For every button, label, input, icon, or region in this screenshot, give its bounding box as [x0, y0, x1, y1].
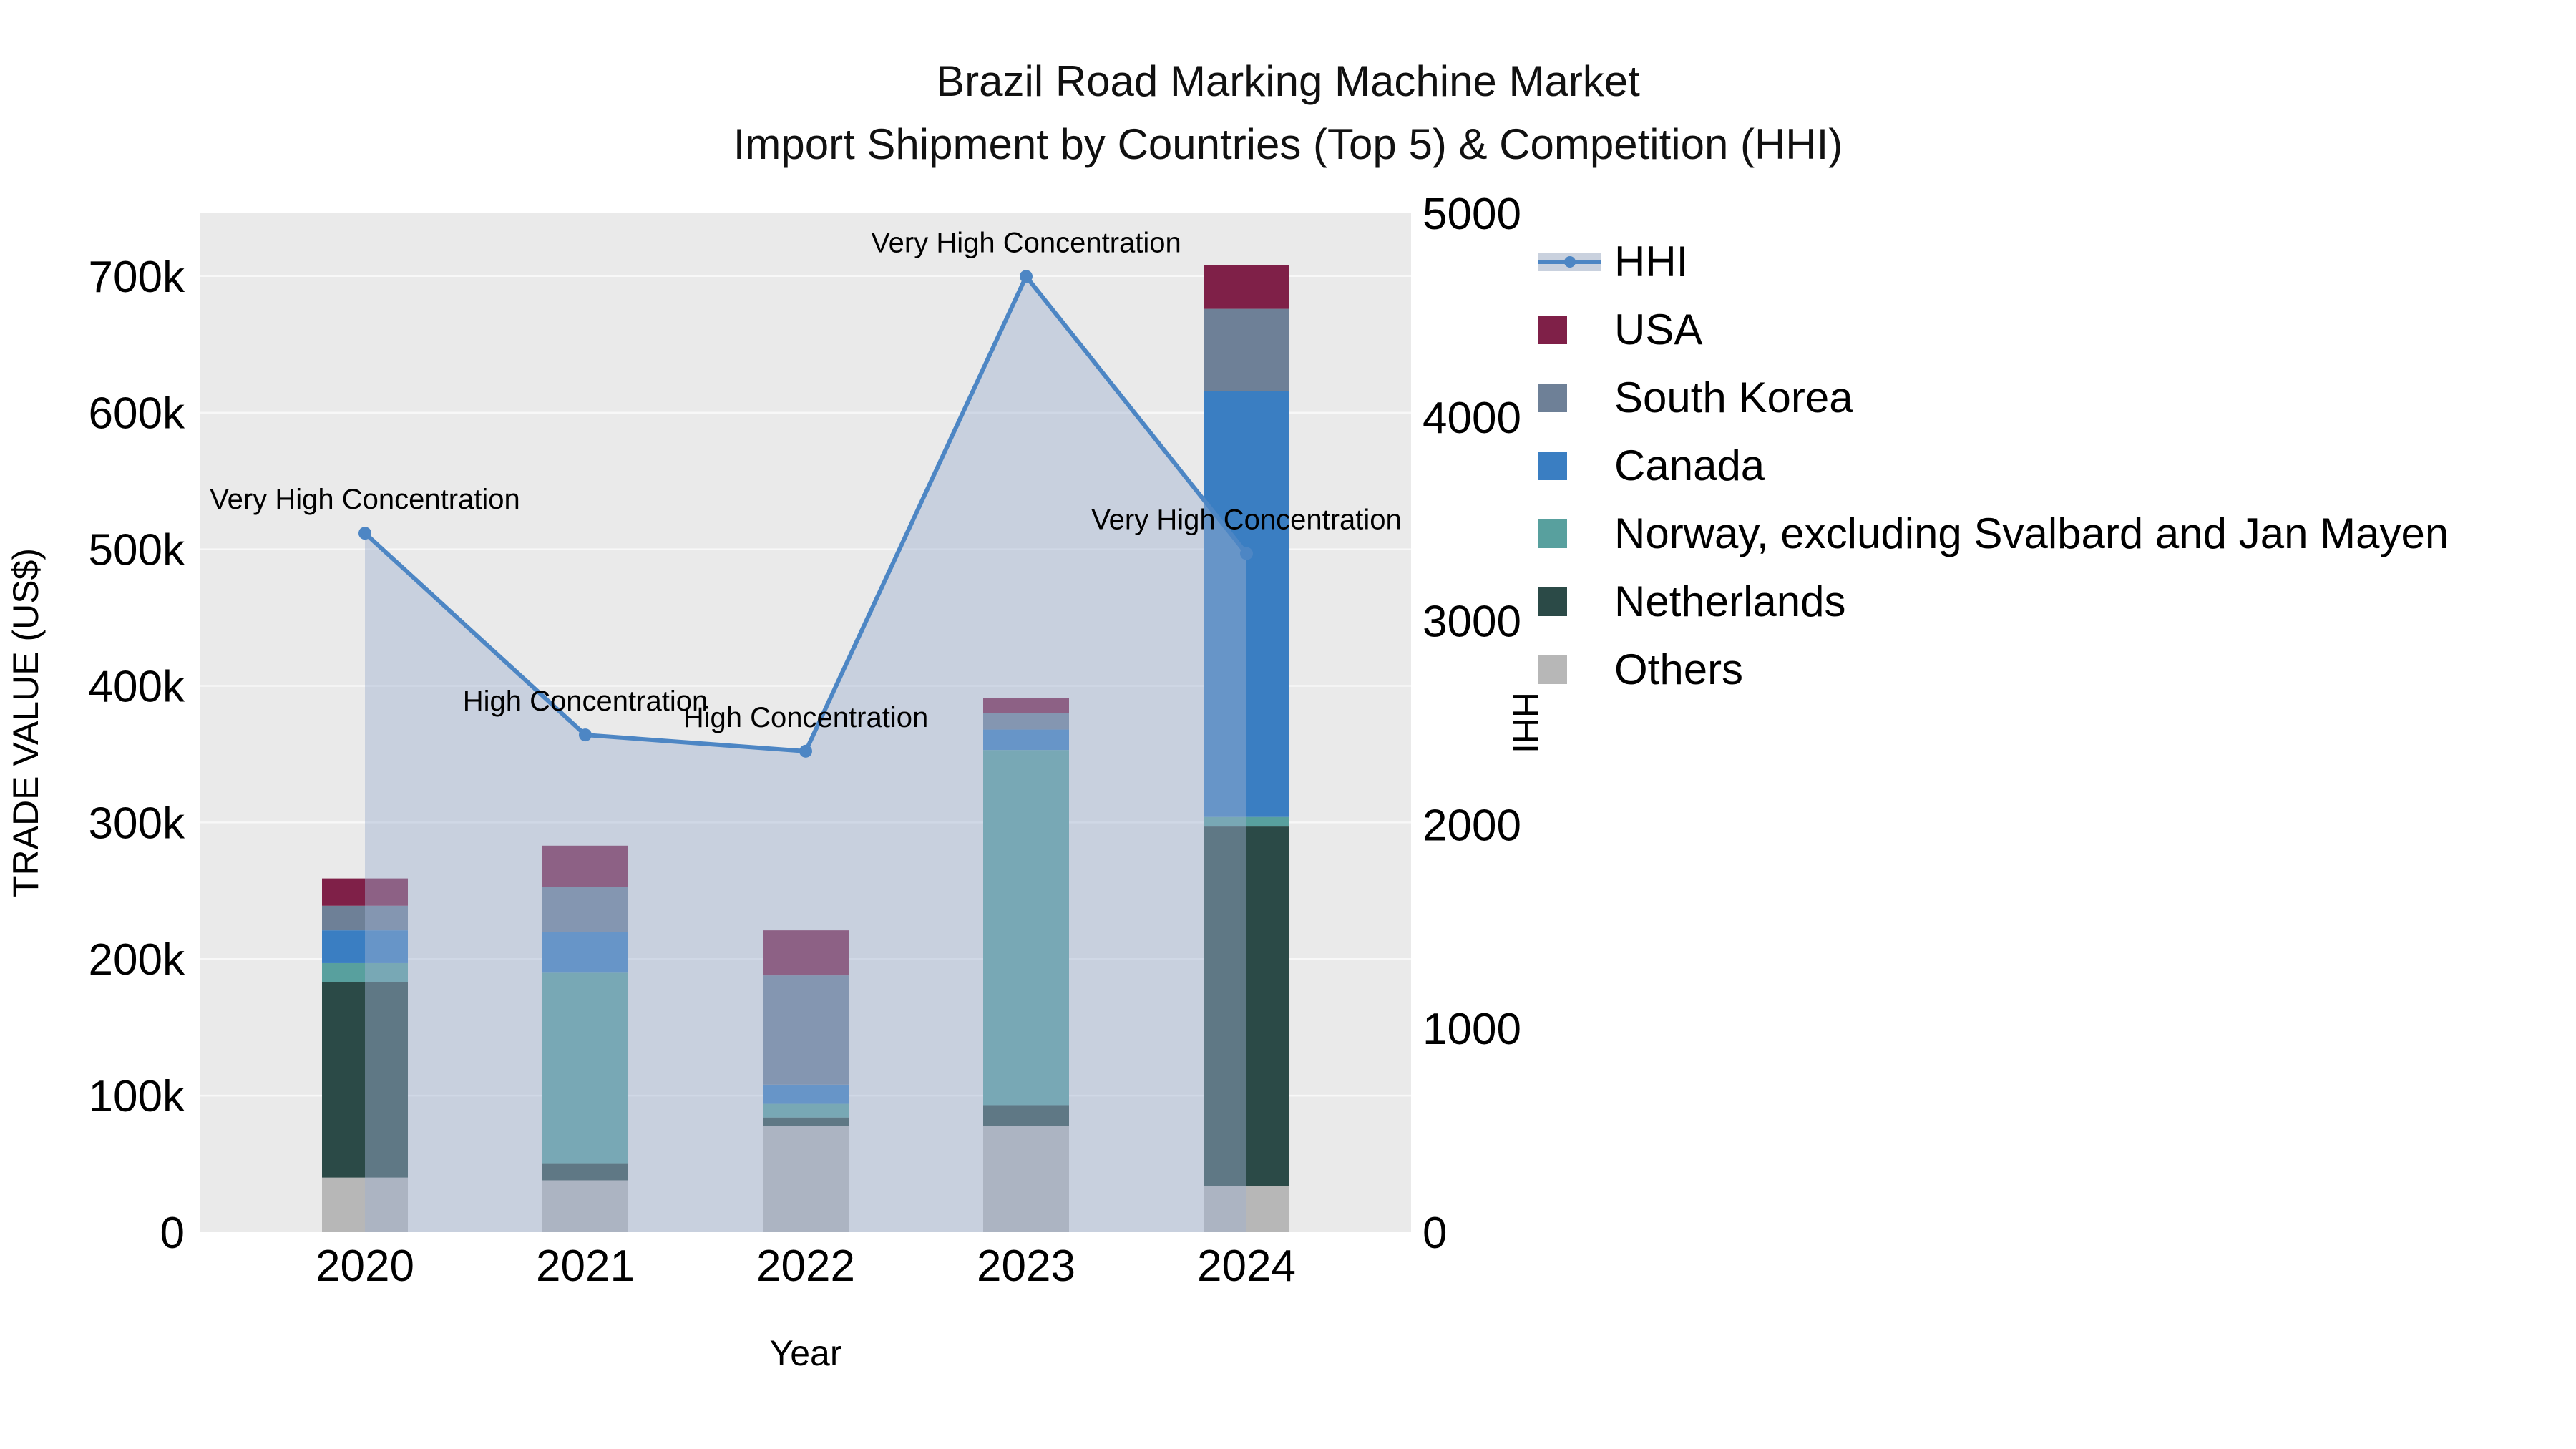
y-axis-title-left: TRADE VALUE (US$)	[6, 547, 46, 898]
annotation-high-concentration-2022: High Concentration	[683, 702, 928, 733]
chart-title-line1: Brazil Road Marking Machine Market	[936, 57, 1640, 105]
legend: HHI USA South Korea Canada Norway, excluding…	[1538, 228, 2449, 703]
annotation-very-high-concentration-2024: Very High Concentration	[1091, 504, 1402, 536]
legend-item-norway-excluding-svalbard-and-jan-mayen[interactable]: Norway, excluding Svalbard and Jan Mayen	[1538, 499, 2449, 567]
legend-color-swatch	[1538, 519, 1614, 548]
bar-segment-usa[interactable]	[763, 930, 849, 976]
y-left-tick-label: 400k	[89, 662, 185, 711]
hhi-marker[interactable]	[579, 728, 592, 742]
bar-segment-norway-excluding-svalbard-and-jan-mayen[interactable]	[983, 750, 1069, 1106]
legend-color-swatch	[1538, 383, 1614, 412]
bar-segment-south-korea[interactable]	[322, 905, 408, 931]
y-left-tick-label: 0	[160, 1209, 185, 1258]
hhi-marker[interactable]	[1240, 547, 1253, 560]
bar-segment-norway-excluding-svalbard-and-jan-mayen[interactable]	[763, 1103, 849, 1118]
bar-segment-south-korea[interactable]	[983, 713, 1069, 730]
x-tick-label: 2024	[1197, 1241, 1296, 1291]
hhi-line-marker-icon	[1538, 250, 1601, 273]
color-box-icon	[1538, 519, 1567, 548]
color-box-icon	[1538, 451, 1567, 480]
legend-item-canada[interactable]: Canada	[1538, 431, 2449, 499]
color-box-icon	[1538, 655, 1567, 684]
bar-segment-usa[interactable]	[983, 698, 1069, 713]
bar-segment-others[interactable]	[763, 1126, 849, 1232]
color-box-icon	[1538, 587, 1567, 616]
x-tick-label: 2023	[977, 1241, 1075, 1291]
y-left-tick-label: 200k	[89, 935, 185, 985]
y-left-tick-label: 500k	[89, 526, 185, 575]
x-axis-title: Year	[769, 1333, 842, 1373]
legend-label: Canada	[1614, 441, 1765, 489]
y-left-tick-label: 300k	[89, 799, 185, 848]
bar-segment-south-korea[interactable]	[1204, 308, 1289, 391]
bar-segment-netherlands[interactable]	[1204, 826, 1289, 1186]
bar-segment-south-korea[interactable]	[542, 887, 628, 932]
y-right-tick-label: 3000	[1423, 597, 1521, 647]
bar-segment-netherlands[interactable]	[542, 1163, 628, 1181]
legend-color-swatch	[1538, 315, 1614, 344]
bar-segment-norway-excluding-svalbard-and-jan-mayen[interactable]	[1204, 816, 1289, 827]
bar-segment-norway-excluding-svalbard-and-jan-mayen[interactable]	[322, 962, 408, 982]
legend-label: USA	[1614, 306, 1703, 353]
bar-segment-south-korea[interactable]	[763, 975, 849, 1085]
bar-segment-others[interactable]	[1204, 1186, 1289, 1232]
legend-item-netherlands[interactable]: Netherlands	[1538, 567, 2449, 635]
legend-color-swatch	[1538, 451, 1614, 480]
x-tick-label: 2021	[536, 1241, 635, 1291]
legend-label: Others	[1614, 645, 1744, 693]
bar-segment-norway-excluding-svalbard-and-jan-mayen[interactable]	[542, 972, 628, 1164]
legend-color-swatch	[1538, 655, 1614, 684]
x-tick-label: 2020	[316, 1241, 414, 1291]
bar-segment-others[interactable]	[983, 1126, 1069, 1232]
hhi-marker[interactable]	[799, 744, 812, 758]
chart-title: Brazil Road Marking Machine Market Impor…	[0, 50, 2576, 176]
annotation-very-high-concentration-2020: Very High Concentration	[210, 484, 520, 515]
color-box-icon	[1538, 383, 1567, 412]
legend-label: Netherlands	[1614, 577, 1846, 625]
hhi-marker[interactable]	[1020, 270, 1033, 283]
bar-segment-canada[interactable]	[322, 930, 408, 963]
bar-segment-canada[interactable]	[983, 729, 1069, 751]
bar-segment-usa[interactable]	[542, 845, 628, 887]
bar-segment-usa[interactable]	[1204, 265, 1289, 309]
legend-label: South Korea	[1614, 374, 1853, 421]
y-right-tick-label: 5000	[1423, 190, 1521, 239]
bar-segment-netherlands[interactable]	[763, 1117, 849, 1126]
bar-segment-canada[interactable]	[542, 932, 628, 973]
bar-segment-netherlands[interactable]	[322, 982, 408, 1178]
bar-segment-netherlands[interactable]	[983, 1105, 1069, 1126]
legend-label: Norway, excluding Svalbard and Jan Mayen	[1614, 509, 2449, 557]
legend-item-usa[interactable]: USA	[1538, 296, 2449, 364]
x-tick-label: 2022	[756, 1241, 855, 1291]
bar-segment-canada[interactable]	[1204, 391, 1289, 817]
chart-title-line2: Import Shipment by Countries (Top 5) & C…	[733, 120, 1843, 168]
y-right-tick-label: 4000	[1423, 394, 1521, 443]
annotation-high-concentration-2021: High Concentration	[463, 686, 708, 717]
y-right-tick-label: 0	[1423, 1209, 1447, 1258]
hhi-marker[interactable]	[358, 527, 371, 540]
color-box-icon	[1538, 315, 1567, 344]
y-left-tick-label: 100k	[89, 1072, 185, 1121]
bar-segment-usa[interactable]	[322, 878, 408, 906]
bar-segment-others[interactable]	[542, 1180, 628, 1232]
bar-segment-others[interactable]	[322, 1177, 408, 1232]
legend-item-south-korea[interactable]: South Korea	[1538, 364, 2449, 431]
annotation-very-high-concentration-2023: Very High Concentration	[871, 227, 1181, 258]
legend-item-others[interactable]: Others	[1538, 635, 2449, 703]
legend-label: HHI	[1614, 238, 1689, 286]
y-left-tick-label: 600k	[89, 389, 185, 439]
y-right-tick-label: 2000	[1423, 801, 1521, 850]
legend-item-hhi[interactable]: HHI	[1538, 228, 2449, 296]
y-right-tick-label: 1000	[1423, 1005, 1521, 1054]
bar-segment-canada[interactable]	[763, 1084, 849, 1104]
legend-color-swatch	[1538, 587, 1614, 616]
hhi-line-swatch	[1538, 250, 1614, 273]
y-left-tick-label: 700k	[89, 253, 185, 302]
